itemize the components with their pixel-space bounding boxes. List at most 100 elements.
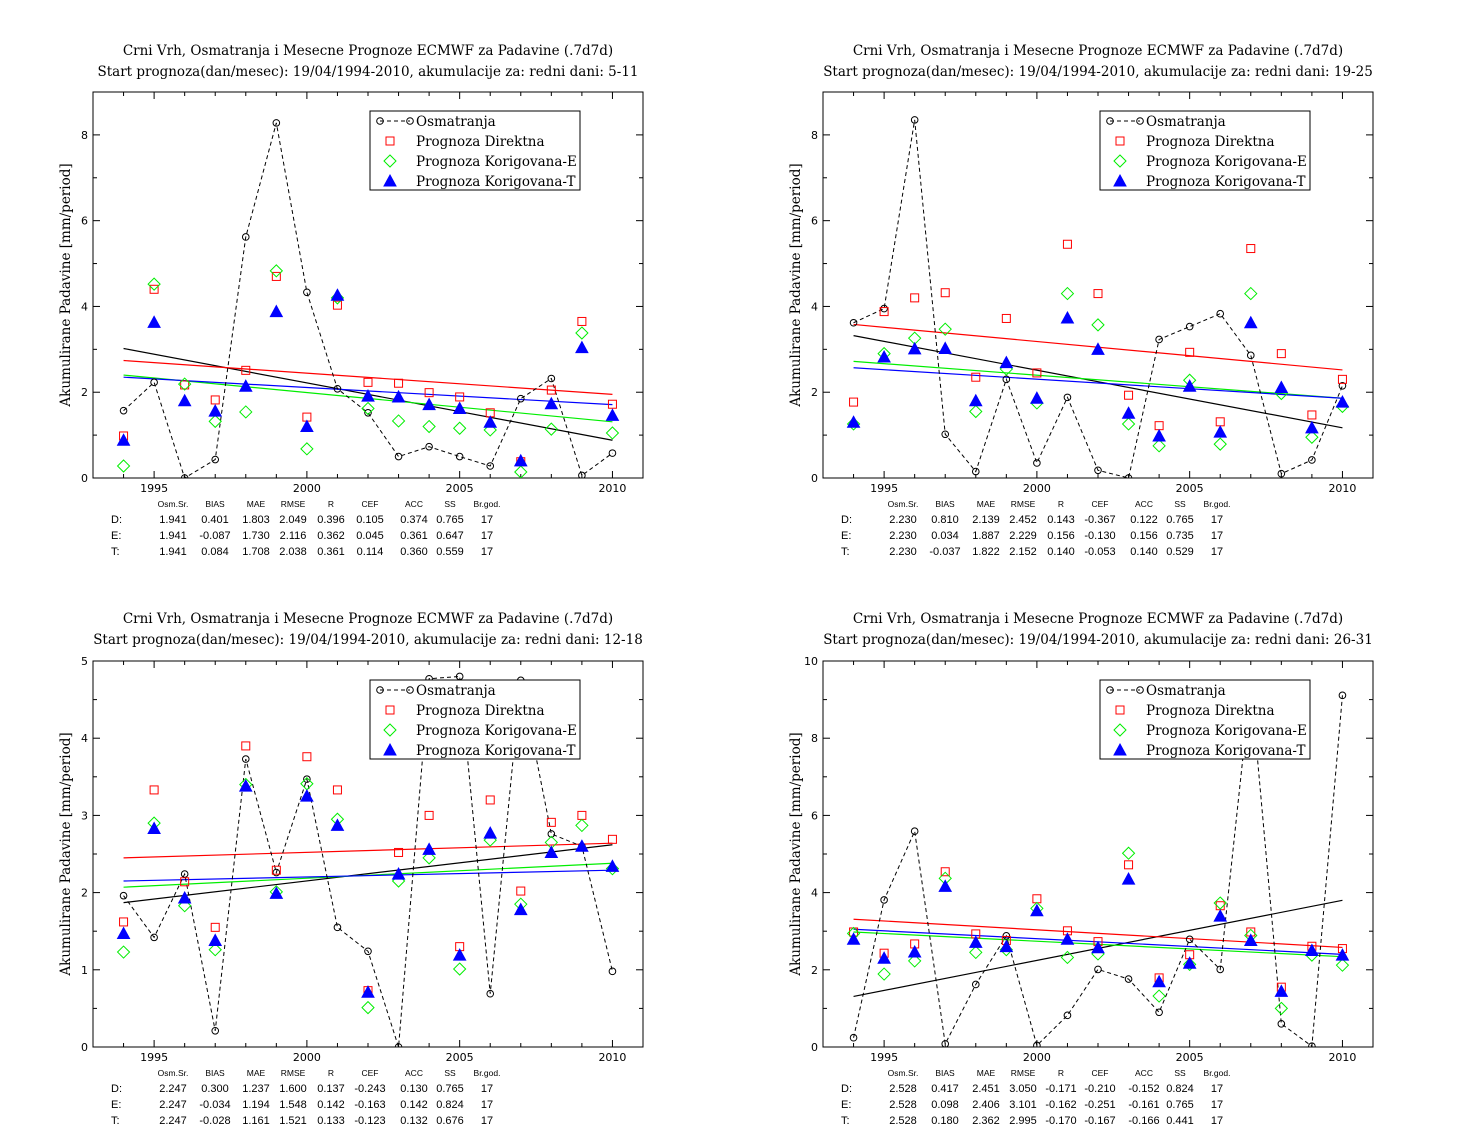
circle-point xyxy=(1185,935,1194,944)
stats-value: 0.156 xyxy=(1047,530,1075,542)
square-point xyxy=(455,392,465,402)
square-point xyxy=(607,834,617,844)
diamond-point xyxy=(269,264,284,278)
stats-header: R xyxy=(1058,499,1064,509)
x-tick-label: 1995 xyxy=(140,482,168,495)
stats-value: -0.367 xyxy=(1084,514,1115,526)
observation-line xyxy=(123,675,613,1047)
stats-value: 0.360 xyxy=(400,546,428,558)
y-tick-label: 4 xyxy=(81,732,88,745)
x-tick-label: 1995 xyxy=(870,482,898,495)
legend-label: Prognoza Korigovana-T xyxy=(416,174,575,190)
circle-point xyxy=(1338,691,1347,700)
diamond-point xyxy=(422,419,436,434)
circle-point xyxy=(1094,965,1102,974)
stats-value: 2.406 xyxy=(972,1099,1000,1111)
diamond-point xyxy=(1244,286,1258,301)
diamond-point xyxy=(422,851,436,865)
triangle-point xyxy=(1213,425,1228,438)
triangle-point xyxy=(1121,872,1136,885)
plot-area xyxy=(116,672,620,1047)
legend-box xyxy=(1099,110,1311,191)
diamond-point xyxy=(969,945,983,960)
legend-marker xyxy=(383,742,397,756)
stats-value: 0.156 xyxy=(1130,530,1158,542)
diamond-point xyxy=(239,405,253,419)
stats-header: Osm.Sr. xyxy=(158,499,189,509)
y-tick-label: 0 xyxy=(81,1041,88,1054)
stats-row-label: D: xyxy=(841,514,852,526)
circle-point xyxy=(119,891,128,900)
stats-value: 2.229 xyxy=(1009,530,1037,542)
triangle-point xyxy=(330,818,345,831)
circle-point xyxy=(150,378,158,387)
stats-value: 0.374 xyxy=(400,514,428,526)
stats-header: Br.god. xyxy=(474,499,501,509)
diamond-point xyxy=(575,818,589,833)
stats-header: BIAS xyxy=(935,1068,955,1078)
square-point xyxy=(485,795,495,805)
triangle-point xyxy=(846,415,861,428)
stats-header: SS xyxy=(1174,1068,1186,1078)
y-tick-label: 0 xyxy=(811,472,818,485)
circle-point xyxy=(1063,393,1072,402)
square-point xyxy=(879,307,889,317)
stats-row-label: D: xyxy=(111,1083,122,1095)
triangle-point xyxy=(1213,909,1228,922)
legend-label: Prognoza Direktna xyxy=(1146,134,1275,150)
triangle-point xyxy=(1335,948,1350,961)
stats-value: -0.087 xyxy=(199,530,230,542)
square-point xyxy=(394,378,404,388)
triangle-point xyxy=(147,821,161,835)
triangle-point xyxy=(116,926,131,940)
diamond-point xyxy=(1274,1001,1289,1016)
stats-value: 0.647 xyxy=(436,530,464,542)
diamond-point xyxy=(1335,958,1350,972)
stats-value: 1.822 xyxy=(972,546,1000,558)
stats-value: 0.142 xyxy=(317,1099,345,1111)
diamond-point xyxy=(575,326,589,340)
x-tick-label: 2005 xyxy=(446,482,474,495)
stats-value: 1.194 xyxy=(242,1099,270,1111)
stats-header: MAE xyxy=(247,1068,266,1078)
stats-row-label: T: xyxy=(841,546,850,558)
circle-point xyxy=(272,119,281,127)
legend-label: Osmatranja xyxy=(1146,114,1226,130)
circle-point xyxy=(1277,469,1286,478)
stats-value: 0.441 xyxy=(1166,1115,1194,1127)
circle-point xyxy=(486,989,495,998)
circle-point xyxy=(241,233,250,241)
square-point xyxy=(1307,410,1317,420)
x-tick-label: 2000 xyxy=(1023,482,1051,495)
triangle-point xyxy=(361,389,375,402)
triangle-point xyxy=(1305,943,1319,956)
x-tick-label: 2000 xyxy=(293,482,321,495)
diamond-point xyxy=(846,417,861,431)
circle-point xyxy=(364,947,372,956)
circle-point xyxy=(303,775,311,783)
stats-value: -0.053 xyxy=(1084,546,1115,558)
square-point xyxy=(577,316,587,326)
stats-value: 0.045 xyxy=(356,530,384,542)
stats-row-label: E: xyxy=(841,530,851,542)
chart-subtitle: Start prognoza(dan/mesec): 19/04/1994-20… xyxy=(97,64,638,80)
triangle-point xyxy=(575,839,589,852)
square-point xyxy=(940,288,950,298)
y-tick-label: 4 xyxy=(811,887,818,900)
stats-value: 1.941 xyxy=(159,546,187,558)
chart-subtitle: Start prognoza(dan/mesec): 19/04/1994-20… xyxy=(823,632,1373,648)
stats-value: -0.170 xyxy=(1045,1115,1076,1127)
stats-value: 0.180 xyxy=(931,1115,959,1127)
square-point xyxy=(849,397,859,407)
y-tick-label: 2 xyxy=(81,887,88,900)
stats-header: ACC xyxy=(405,1068,423,1078)
stats-value: 0.142 xyxy=(400,1099,428,1111)
legend-box xyxy=(369,679,581,760)
legend-label: Osmatranja xyxy=(416,114,496,130)
plot-area xyxy=(846,680,1350,1047)
circle-point xyxy=(608,449,617,457)
circle-point xyxy=(1277,1020,1286,1028)
stats-header: MAE xyxy=(977,499,996,509)
legend-label: Prognoza Korigovana-T xyxy=(1146,743,1305,759)
triangle-point xyxy=(177,890,192,904)
